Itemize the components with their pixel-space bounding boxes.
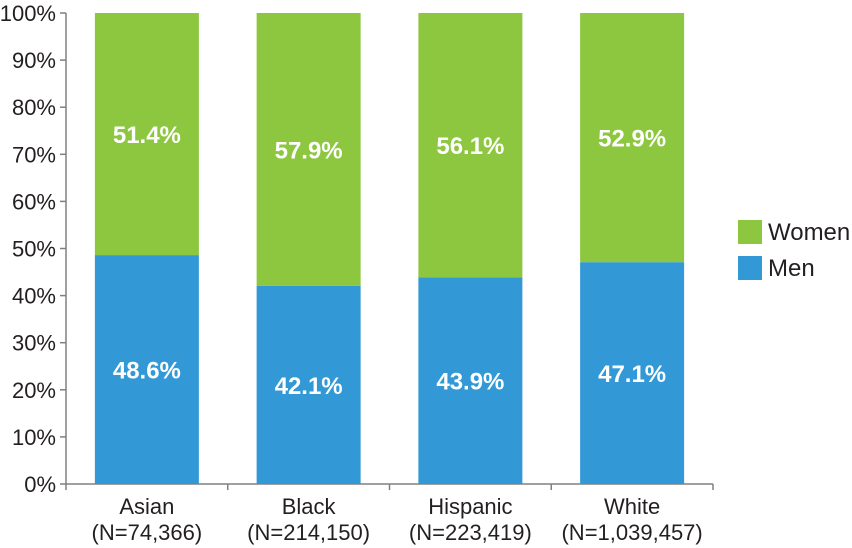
data-label-women: 51.4% (113, 122, 181, 149)
data-label-women: 57.9% (275, 137, 343, 164)
y-tick-label: 100% (0, 1, 56, 26)
y-tick-label: 80% (12, 95, 56, 120)
legend-swatch-men (738, 256, 762, 280)
bar-women (94, 13, 199, 256)
data-label-men: 48.6% (113, 358, 181, 385)
y-tick-label: 10% (12, 425, 56, 450)
y-tick-label: 20% (12, 378, 56, 403)
bar-men (256, 285, 361, 484)
y-axis: 0% 10% 20% 30% 40% 50% 60% 70% 80% 90% 100% (0, 1, 67, 497)
bar-women (580, 13, 685, 263)
bar-men (94, 255, 199, 484)
x-axis: Asian(N=74,366)Black(N=214,150)Hispanic(… (65, 483, 714, 545)
x-category-label: Black (282, 494, 337, 519)
data-label-women: 56.1% (436, 133, 504, 160)
x-category-count: (N=214,150) (247, 520, 370, 545)
bar-women (418, 13, 523, 278)
x-category-label: Hispanic (428, 494, 512, 519)
x-category-label: Asian (119, 494, 174, 519)
x-category-count: (N=74,366) (92, 520, 203, 545)
legend: Women Men (738, 219, 850, 282)
x-category-count: (N=223,419) (409, 520, 532, 545)
bar-men (418, 277, 523, 484)
legend-label-men: Men (768, 255, 815, 282)
data-label-women: 52.9% (598, 126, 666, 153)
x-category-count: (N=1,039,457) (561, 520, 702, 545)
y-tick-label: 0% (24, 472, 56, 497)
bar-men (580, 262, 685, 484)
data-label-men: 47.1% (598, 361, 666, 388)
legend-label-women: Women (768, 219, 850, 246)
y-tick-label: 90% (12, 48, 56, 73)
data-label-men: 43.9% (436, 369, 504, 396)
legend-swatch-women (738, 220, 762, 244)
bar-women (256, 13, 361, 286)
x-category-label: White (604, 494, 660, 519)
y-tick-label: 60% (12, 189, 56, 214)
y-tick-label: 30% (12, 331, 56, 356)
y-tick-label: 50% (12, 237, 56, 262)
bars: 48.6% 51.4% 42.1% 57.9% 43.9% 56.1% 47.1% 52.9% (94, 13, 685, 484)
y-tick-label: 70% (12, 142, 56, 167)
y-tick-label: 40% (12, 284, 56, 309)
data-label-men: 42.1% (275, 373, 343, 400)
